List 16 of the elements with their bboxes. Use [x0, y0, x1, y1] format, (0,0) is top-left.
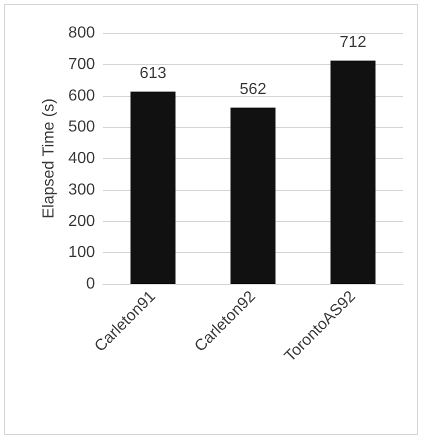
y-tick-label: 400	[68, 150, 96, 167]
y-tick-label: 0	[86, 276, 96, 292]
data-label: 562	[240, 81, 266, 98]
data-label: 712	[340, 34, 366, 52]
bar	[330, 60, 376, 284]
y-tick-label: 300	[68, 181, 96, 198]
y-tick-label: 500	[68, 118, 96, 136]
data-label: 613	[140, 65, 166, 82]
y-tick-label: 100	[68, 244, 96, 262]
bar	[130, 92, 176, 284]
y-tick-label: 600	[68, 87, 96, 104]
y-tick-label: 200	[68, 212, 96, 230]
y-tick-label: 800	[68, 24, 96, 42]
y-tick-label: 700	[68, 56, 96, 73]
y-axis-title: Elapsed Time (s)	[40, 98, 58, 219]
bar	[230, 108, 276, 284]
